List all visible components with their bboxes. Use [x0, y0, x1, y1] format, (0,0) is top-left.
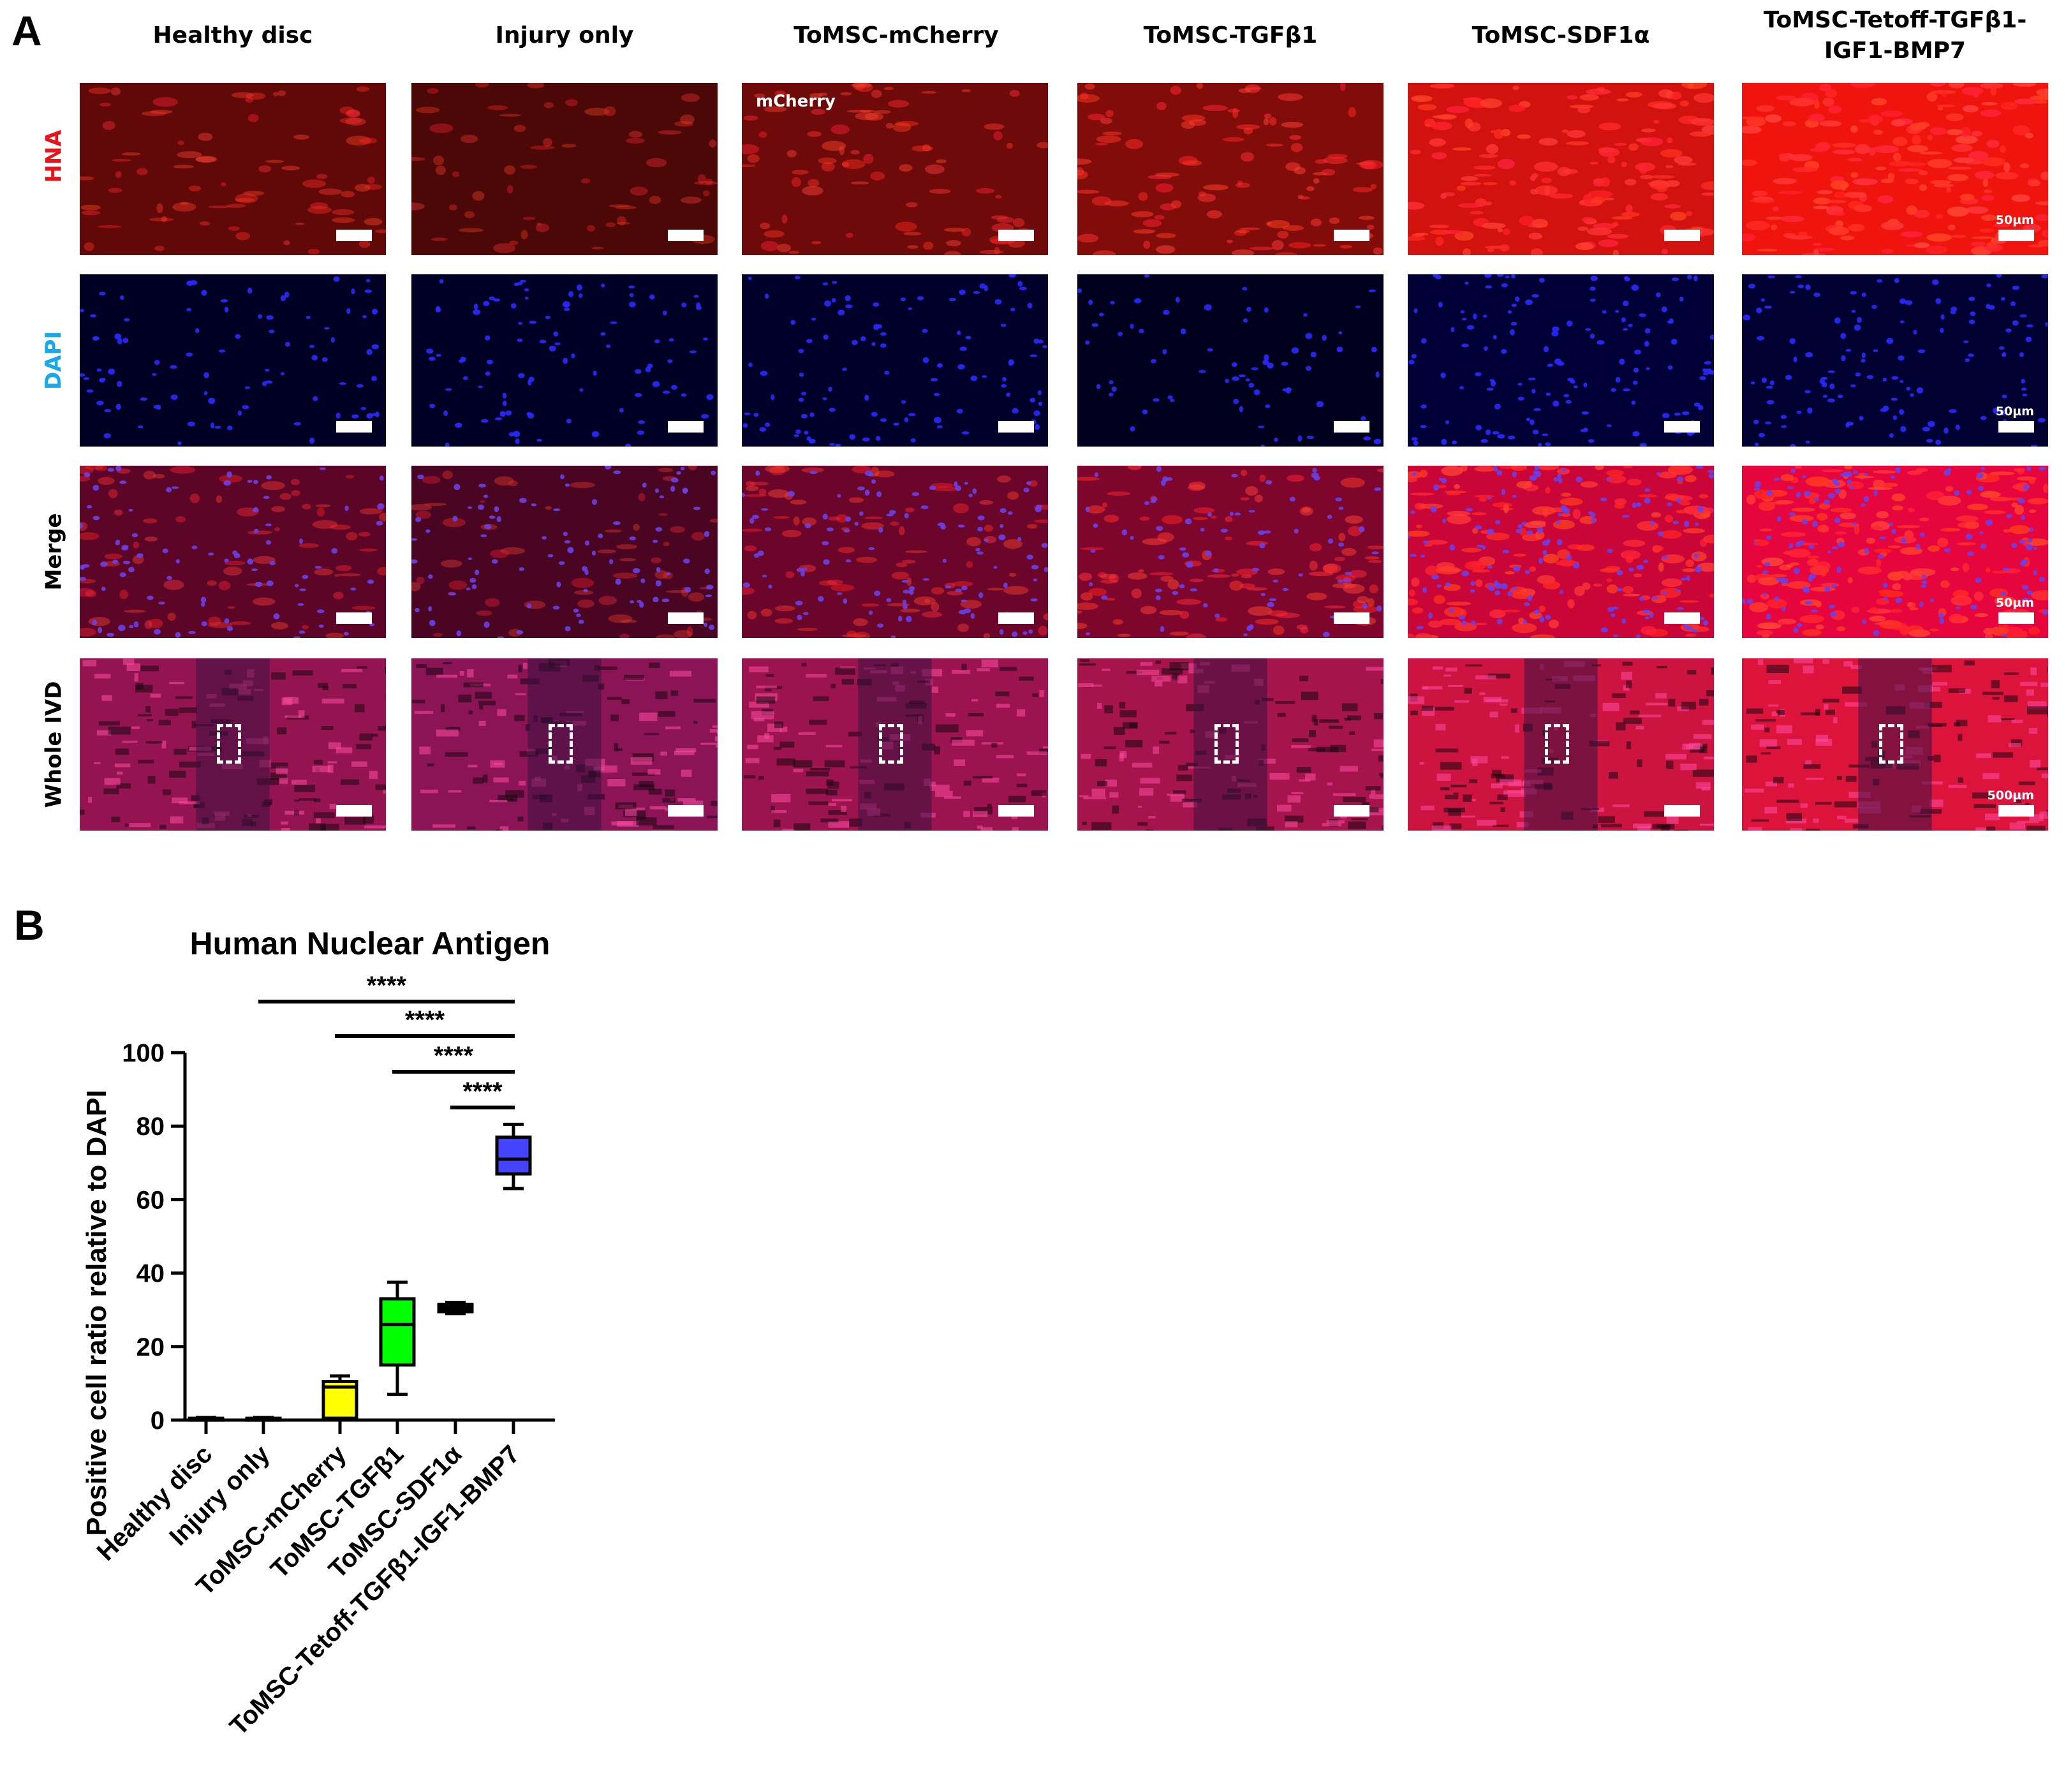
micrograph-hna: mCherry	[742, 83, 1048, 255]
significance-label: ****	[462, 1077, 503, 1106]
micrograph-dapi	[742, 274, 1048, 447]
scale-bar	[1998, 230, 2034, 241]
micrograph-dapi	[1077, 274, 1383, 447]
column-header: ToMSC-TGFβ1	[1077, 20, 1383, 51]
y-tick-label: 20	[137, 1333, 165, 1361]
y-tick-label: 0	[151, 1407, 165, 1435]
scale-bar	[998, 421, 1034, 433]
micrograph-ivd	[1408, 658, 1714, 831]
micrograph-merge	[411, 466, 718, 638]
micrograph-ivd	[80, 658, 386, 831]
micrograph-merge	[1077, 466, 1383, 638]
box-iqr	[497, 1137, 530, 1174]
scale-bar	[998, 230, 1034, 241]
micrograph-hna: 50µm	[1742, 83, 2048, 255]
scale-bar	[668, 230, 704, 241]
column-header: ToMSC-SDF1α	[1408, 20, 1714, 51]
column-header: Injury only	[411, 20, 718, 51]
column-header: ToMSC-mCherry	[743, 20, 1049, 51]
scale-bar	[1998, 421, 2034, 433]
micrograph-merge: 50µm	[1742, 466, 2048, 638]
scale-bar	[668, 421, 704, 433]
scale-bar	[1998, 612, 2034, 624]
row-header: DAPI	[41, 331, 66, 390]
roi-dashed-box	[217, 724, 241, 764]
panel-a-letter: A	[11, 6, 42, 55]
scale-bar	[1334, 805, 1369, 817]
scale-bar	[1998, 805, 2034, 817]
scale-bar-label: 50µm	[1996, 404, 2034, 418]
scale-bar-label: 50µm	[1996, 596, 2034, 610]
row-header: HNA	[41, 130, 66, 182]
scale-bar	[998, 805, 1034, 817]
scale-bar-label: 500µm	[1988, 789, 2034, 803]
micrograph-ivd	[411, 658, 718, 831]
roi-dashed-box	[1879, 724, 1903, 764]
roi-dashed-box	[1545, 724, 1569, 764]
scale-bar	[1334, 230, 1369, 241]
scale-bar	[1334, 421, 1369, 433]
column-header: Healthy disc	[80, 20, 386, 51]
roi-dashed-box	[549, 724, 573, 764]
scale-bar	[336, 421, 372, 433]
micrograph-ivd	[742, 658, 1048, 831]
scale-bar	[336, 612, 372, 624]
y-axis-label: Positive cell ratio relative to DAPI	[81, 1090, 112, 1536]
y-tick-label: 80	[137, 1113, 165, 1141]
micrograph-hna	[1077, 83, 1383, 255]
scale-bar	[1664, 612, 1700, 624]
scale-bar	[1664, 805, 1700, 817]
y-tick-label: 40	[137, 1260, 165, 1288]
scale-bar	[668, 805, 704, 817]
micrograph-hna	[411, 83, 718, 255]
scale-bar	[1334, 612, 1369, 624]
y-tick-label: 60	[137, 1186, 165, 1214]
micrograph-dapi	[1408, 274, 1714, 447]
micrograph-dapi: 50µm	[1742, 274, 2048, 447]
box-iqr	[381, 1299, 414, 1365]
micrograph-merge	[1408, 466, 1714, 638]
significance-label: ****	[434, 1042, 474, 1070]
micrograph-hna	[80, 83, 386, 255]
roi-dashed-box	[879, 724, 903, 764]
chart-title: Human Nuclear Antigen	[190, 926, 550, 961]
micrograph-hna	[1408, 83, 1714, 255]
significance-label: ****	[405, 1006, 445, 1034]
scale-bar	[1664, 230, 1700, 241]
roi-dashed-box	[1214, 724, 1239, 764]
hna-box-chart: Human Nuclear Antigen 0 20 40 60 80 100 Positiv…	[0, 919, 638, 1789]
micrograph-merge	[80, 466, 386, 638]
micrograph-ivd	[1077, 658, 1383, 831]
scale-bar	[336, 230, 372, 241]
significance-label: ****	[367, 972, 407, 1000]
row-header: Merge	[41, 513, 66, 590]
micrograph-ivd: 500µm	[1742, 658, 2048, 831]
chart-svg: Human Nuclear Antigen 0 20 40 60 80 100 Positiv…	[0, 919, 638, 1789]
y-tick-label: 100	[122, 1039, 165, 1067]
scale-bar	[668, 612, 704, 624]
scale-bar-label: 50µm	[1996, 213, 2034, 227]
row-header: Whole IVD	[41, 681, 66, 808]
micrograph-merge	[742, 466, 1048, 638]
scale-bar	[998, 612, 1034, 624]
scale-bar	[1664, 421, 1700, 433]
micrograph-dapi	[80, 274, 386, 447]
micrograph-dapi	[411, 274, 718, 447]
scale-bar	[336, 805, 372, 817]
mcherry-label: mCherry	[756, 92, 836, 111]
column-header: ToMSC-Tetoff-TGFβ1-IGF1-BMP7	[1742, 5, 2048, 66]
